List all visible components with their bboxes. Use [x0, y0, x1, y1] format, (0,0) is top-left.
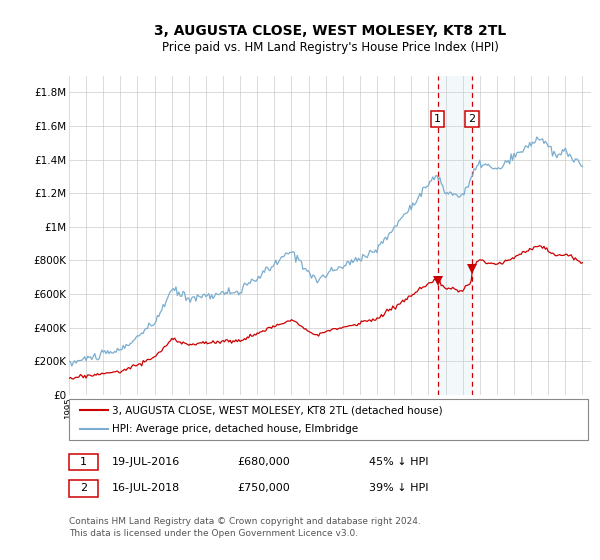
Text: £750,000: £750,000 — [237, 483, 290, 493]
Text: 19-JUL-2016: 19-JUL-2016 — [112, 457, 181, 467]
Bar — [437, 76, 472, 395]
Text: 45% ↓ HPI: 45% ↓ HPI — [369, 457, 428, 467]
Text: £680,000: £680,000 — [237, 457, 290, 467]
Text: HPI: Average price, detached house, Elmbridge: HPI: Average price, detached house, Elmb… — [112, 424, 358, 433]
Text: 2: 2 — [469, 114, 475, 124]
Text: 3, AUGUSTA CLOSE, WEST MOLESEY, KT8 2TL: 3, AUGUSTA CLOSE, WEST MOLESEY, KT8 2TL — [154, 24, 506, 38]
Text: 2: 2 — [80, 483, 87, 493]
Text: Price paid vs. HM Land Registry's House Price Index (HPI): Price paid vs. HM Land Registry's House … — [161, 41, 499, 54]
Text: Contains HM Land Registry data © Crown copyright and database right 2024.
This d: Contains HM Land Registry data © Crown c… — [69, 517, 421, 538]
Text: 1: 1 — [80, 457, 87, 467]
Text: 16-JUL-2018: 16-JUL-2018 — [112, 483, 181, 493]
Text: 1: 1 — [434, 114, 441, 124]
Text: 39% ↓ HPI: 39% ↓ HPI — [369, 483, 428, 493]
Text: 3, AUGUSTA CLOSE, WEST MOLESEY, KT8 2TL (detached house): 3, AUGUSTA CLOSE, WEST MOLESEY, KT8 2TL … — [112, 405, 443, 415]
